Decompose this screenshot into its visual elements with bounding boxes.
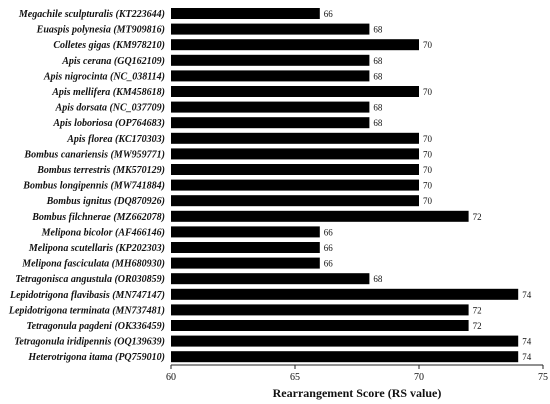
data-label: 68 [373, 25, 383, 35]
data-label: 74 [522, 337, 532, 347]
data-labels: 66 68 70 68 68 70 68 68 70 70 70 70 70 72 66 66 66 68 74 72… [324, 9, 532, 362]
data-label: 68 [373, 71, 383, 81]
data-label: 68 [373, 274, 383, 284]
bar [171, 210, 469, 222]
bar [171, 242, 320, 253]
bar [171, 117, 370, 129]
bar [171, 39, 419, 51]
category-label: Bombus longipennis (MW741884) [22, 181, 165, 192]
x-tick-label: 70 [414, 372, 424, 383]
data-label: 66 [324, 259, 334, 269]
bars-layer [171, 8, 519, 363]
category-label: Megachile sculpturalis (KT223644) [18, 9, 165, 20]
x-tick-label: 65 [290, 372, 300, 383]
x-axis-title: Rearrangement Score (RS value) [273, 386, 442, 400]
category-label: Heterotrigona itama (PQ759010) [27, 352, 165, 363]
category-label: Melipona scutellaris (KP202303) [28, 243, 165, 254]
category-label: Apis nigrocinta (NC_038114) [43, 71, 165, 82]
data-label: 72 [473, 212, 482, 222]
data-label: 66 [324, 9, 334, 19]
category-label: Apis dorsata (NC_037709) [55, 103, 165, 114]
bar [171, 179, 419, 191]
bar [171, 273, 370, 285]
bar [171, 351, 519, 363]
category-label: Tetragonula iridipennis (OQ139639) [14, 337, 165, 348]
bar [171, 257, 320, 269]
data-label: 70 [423, 149, 433, 159]
category-label: Colletes gigas (KM978210) [53, 40, 165, 51]
category-label: Bombus canariensis (MW959771) [23, 149, 165, 160]
data-label: 68 [373, 103, 383, 113]
data-label: 70 [423, 181, 433, 191]
data-label: 70 [423, 196, 433, 206]
x-axis-ticks: 60 65 70 75 [166, 365, 548, 383]
category-label: Apis florea (KC170303) [66, 134, 165, 145]
data-label: 74 [522, 352, 532, 362]
data-label: 70 [423, 40, 433, 50]
category-label: Melipona bicolor (AF466146) [41, 227, 165, 238]
category-label: Euaspis polynesia (MT909816) [36, 25, 165, 36]
data-label: 72 [473, 321, 482, 331]
category-label: Tetragonula pagdeni (OK336459) [26, 321, 165, 332]
bar [171, 70, 370, 82]
bar [171, 164, 419, 175]
category-label: Melipona fasciculata (MH680930) [21, 259, 165, 270]
bar [171, 132, 419, 144]
category-label: Lepidotrigona terminata (MN737481) [8, 305, 165, 316]
data-label: 74 [522, 290, 532, 300]
x-tick-label: 75 [538, 372, 548, 383]
category-label: Lepidotrigona flavibasis (MN747147) [9, 290, 165, 301]
bar [171, 288, 519, 300]
data-label: 66 [324, 243, 334, 253]
x-tick-label: 60 [166, 372, 176, 383]
bar [171, 23, 370, 35]
bar [171, 101, 370, 113]
data-label: 68 [373, 118, 383, 128]
bar [171, 8, 320, 19]
bar [171, 148, 419, 160]
category-label: Bombus filchnerae (MZ662078) [31, 212, 165, 223]
category-label: Bombus terrestris (MK570129) [36, 165, 165, 176]
category-label: Apis loboriosa (OP764683) [52, 118, 165, 129]
data-label: 70 [423, 165, 433, 175]
data-label: 72 [473, 305, 482, 315]
bar [171, 54, 370, 66]
bar [171, 195, 419, 207]
data-label: 70 [423, 134, 433, 144]
category-label: Apis cerana (GQ162109) [61, 56, 165, 67]
category-label: Tetragonisca angustula (OR030859) [15, 274, 165, 285]
data-label: 66 [324, 227, 334, 237]
category-label: Bombus ignitus (DQ870926) [46, 196, 165, 207]
category-label: Apis mellifera (KM458618) [51, 87, 165, 98]
bar [171, 226, 320, 238]
bar [171, 304, 469, 316]
data-label: 70 [423, 87, 433, 97]
bar [171, 335, 519, 347]
bar [171, 86, 419, 97]
data-label: 68 [373, 56, 383, 66]
bar [171, 320, 469, 331]
category-labels: Megachile sculpturalis (KT223644) Euaspis… [8, 9, 165, 363]
